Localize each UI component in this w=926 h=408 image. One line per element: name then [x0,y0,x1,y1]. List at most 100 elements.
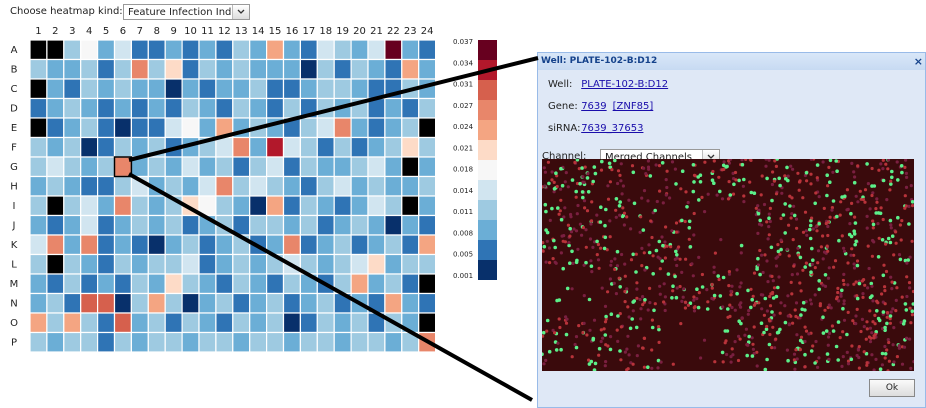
red-cell [599,247,602,250]
close-button[interactable]: × [914,53,923,70]
red-cell [608,219,611,222]
green-cell [817,279,821,283]
red-cell [764,165,767,168]
heatmap-cell [182,255,199,275]
red-cell [769,220,772,223]
heatmap-cell [115,313,132,333]
column-label: 4 [86,26,92,37]
heatmap-cell [267,313,284,333]
green-cell [786,359,790,363]
red-cell [796,272,799,275]
heatmap-cell [148,99,165,119]
green-cell [565,333,569,337]
red-cell [675,231,678,234]
green-cell [758,219,762,223]
heatmap-cell [216,40,233,60]
green-cell [695,287,699,291]
heatmap-cell [30,157,47,177]
red-cell [582,226,585,229]
heatmap-cell [81,333,98,353]
heatmap-cell [250,157,267,177]
red-cell [576,248,579,251]
heatmap-cell [165,294,182,314]
red-cell [738,285,741,288]
red-cell [639,215,642,218]
red-cell [905,186,908,189]
heatmap-cell [334,99,351,119]
heatmap-cell [81,79,98,99]
heatmap-cell [284,333,301,353]
red-cell [616,264,619,267]
green-cell [751,354,755,358]
heatmap-cell [419,333,436,353]
heatmap-cell [30,79,47,99]
heatmap-cell [368,138,385,158]
heatmap-cell [165,157,182,177]
red-cell [664,295,667,298]
green-cell [809,270,813,274]
red-cell [814,340,817,343]
red-cell [706,300,709,303]
row-label: B [11,64,18,75]
red-cell [896,355,899,358]
red-cell [796,357,799,360]
column-label: 24 [421,26,434,37]
heatmap-cell [64,79,81,99]
ok-button[interactable]: Ok [869,379,915,397]
red-cell [748,181,751,184]
heatmap-cell [148,333,165,353]
red-cell [601,287,604,290]
red-cell [771,183,774,186]
heatmap-cell [64,255,81,275]
heatmap-cell [267,255,284,275]
red-cell [597,258,600,261]
sirna-link[interactable]: 7639_37653 [581,123,643,134]
heatmap-cell [300,79,317,99]
red-cell [742,200,745,203]
green-cell [559,348,563,352]
green-cell [881,238,885,242]
green-cell [834,159,838,163]
red-cell [544,171,547,174]
red-cell [885,270,888,273]
green-cell [783,231,787,235]
red-cell [701,273,704,276]
heatmap-cell [402,118,419,138]
green-cell [630,317,634,321]
red-cell [856,259,859,262]
gene-symbol-link[interactable]: [ZNF85] [613,101,654,112]
green-cell [799,313,803,317]
heatmap-cell [148,138,165,158]
heatmap-cell [284,274,301,294]
heatmap-cell [300,99,317,119]
red-cell [668,196,671,199]
red-cell [862,278,865,281]
green-cell [603,224,607,228]
red-cell [569,213,572,216]
red-cell [623,263,626,266]
green-cell [646,365,650,369]
heatmap-cell [199,60,216,80]
green-cell [568,261,572,265]
gene-id-link[interactable]: 7639 [581,101,606,112]
well-link[interactable]: PLATE-102-B:D12 [581,79,668,90]
red-cell [617,169,620,172]
heatmap-cell [148,274,165,294]
green-cell [875,309,879,313]
red-cell [757,263,760,266]
red-cell [567,224,570,227]
red-cell [889,223,892,226]
heatmap-cell [385,294,402,314]
heatmap-cell [98,40,115,60]
red-cell [622,184,625,187]
red-cell [799,348,802,351]
red-cell [880,292,883,295]
green-cell [784,321,788,325]
red-cell [862,198,865,201]
green-cell [853,243,857,247]
red-cell [674,168,677,171]
red-cell [890,226,893,229]
heatmap-cell [284,138,301,158]
red-cell [665,186,668,189]
green-cell [745,354,749,358]
